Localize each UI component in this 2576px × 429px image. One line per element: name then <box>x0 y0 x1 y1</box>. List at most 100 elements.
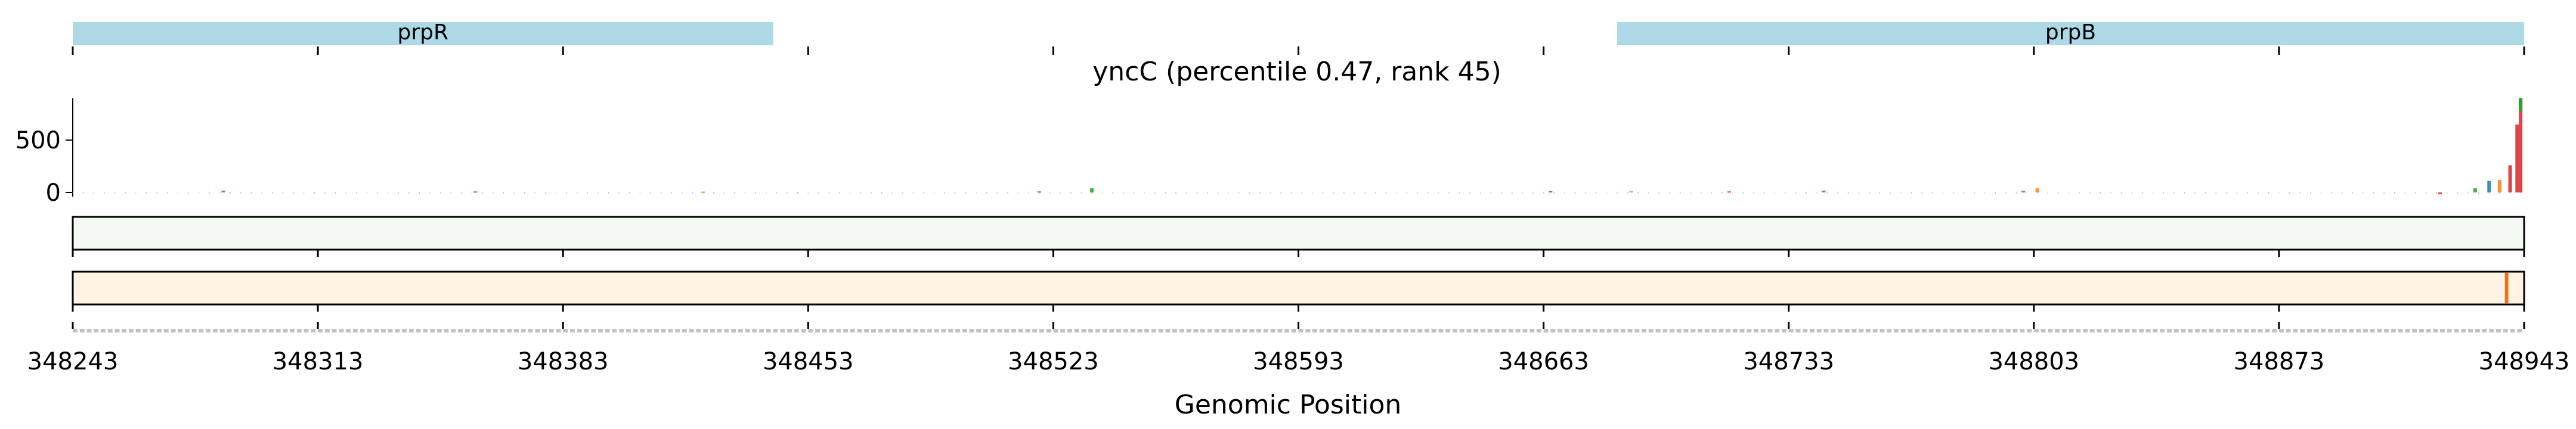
sequence-base-208 <box>801 329 806 332</box>
sequence-base-274 <box>1032 329 1038 332</box>
sequence-base-118 <box>485 329 491 332</box>
sequence-base-222 <box>850 329 855 332</box>
sequence-base-460 <box>1683 329 1689 332</box>
sequence-base-332 <box>1235 329 1240 332</box>
sequence-base-516 <box>1880 329 1885 332</box>
x-tick-label-7: 348733 <box>1743 348 1834 375</box>
sequence-base-394 <box>1452 329 1457 332</box>
sequence-base-302 <box>1130 329 1135 332</box>
sequence-base-230 <box>878 329 883 332</box>
signal-peak-15 <box>2508 165 2512 192</box>
sequence-base-438 <box>1606 329 1612 332</box>
sequence-base-694 <box>2503 329 2508 332</box>
sequence-base-486 <box>1775 329 1780 332</box>
sequence-base-612 <box>2216 329 2221 332</box>
sequence-base-582 <box>2111 329 2116 332</box>
sequence-base-502 <box>1831 329 1836 332</box>
sequence-base-440 <box>1614 329 1619 332</box>
sequence-base-178 <box>696 329 701 332</box>
sequence-base-110 <box>458 329 463 332</box>
sequence-base-682 <box>2461 329 2466 332</box>
sequence-base-200 <box>773 329 778 332</box>
sequence-base-354 <box>1312 329 1317 332</box>
sequence-base-400 <box>1473 329 1479 332</box>
sequence-base-14 <box>122 329 127 332</box>
sequence-base-562 <box>2041 329 2046 332</box>
sequence-base-224 <box>857 329 862 332</box>
sequence-base-198 <box>766 329 771 332</box>
sequence-base-654 <box>2363 329 2368 332</box>
sequence-base-258 <box>976 329 982 332</box>
signal-peak-11 <box>2438 192 2442 195</box>
sequence-base-218 <box>836 329 841 332</box>
sequence-base-668 <box>2412 329 2417 332</box>
sequence-base-326 <box>1214 329 1219 332</box>
sequence-base-156 <box>619 329 624 332</box>
sequence-base-454 <box>1662 329 1668 332</box>
sequence-base-196 <box>759 329 764 332</box>
sequence-base-656 <box>2370 329 2375 332</box>
sequence-base-10 <box>107 329 113 332</box>
sequence-base-98 <box>416 329 421 332</box>
sequence-base-20 <box>143 329 148 332</box>
sequence-base-66 <box>304 329 309 332</box>
sequence-base-688 <box>2482 329 2487 332</box>
sequence-base-596 <box>2160 329 2165 332</box>
sequence-base-328 <box>1221 329 1227 332</box>
sequence-base-616 <box>2230 329 2235 332</box>
x-tick-label-0: 348243 <box>27 348 119 375</box>
sequence-base-82 <box>360 329 365 332</box>
sequence-base-602 <box>2181 329 2186 332</box>
signal-track: 0 500 <box>16 98 2523 207</box>
sequence-base-340 <box>1263 329 1268 332</box>
x-tick-label-2: 348383 <box>518 348 609 375</box>
sequence-base-48 <box>240 329 246 332</box>
sequence-base-304 <box>1137 329 1143 332</box>
signal-peak-16 <box>2515 124 2519 192</box>
sequence-base-88 <box>380 329 386 332</box>
sequence-base-548 <box>1992 329 1997 332</box>
sequence-base-426 <box>1564 329 1569 332</box>
sequence-base-114 <box>472 329 477 332</box>
sequence-base-144 <box>577 329 582 332</box>
gene-bar-prpR <box>73 22 773 45</box>
x-tick-label-4: 348523 <box>1008 348 1099 375</box>
sequence-base-4 <box>86 329 92 332</box>
sequence-base-264 <box>997 329 1002 332</box>
sequence-base-310 <box>1158 329 1163 332</box>
x-axis-label: Genomic Position <box>1175 390 1402 420</box>
sequence-base-358 <box>1326 329 1332 332</box>
sequence-base-298 <box>1116 329 1122 332</box>
sequence-base-252 <box>955 329 960 332</box>
sequence-base-266 <box>1004 329 1010 332</box>
sequence-base-430 <box>1578 329 1584 332</box>
sequence-base-214 <box>822 329 827 332</box>
sequence-base-650 <box>2349 329 2354 332</box>
sequence-base-80 <box>352 329 358 332</box>
sequence-base-434 <box>1592 329 1597 332</box>
sequence-base-132 <box>535 329 540 332</box>
sequence-base-336 <box>1249 329 1255 332</box>
sequence-base-510 <box>1859 329 1864 332</box>
sequence-base-550 <box>1999 329 2004 332</box>
sequence-base-622 <box>2250 329 2256 332</box>
sequence-base-158 <box>626 329 631 332</box>
sequence-base-32 <box>184 329 190 332</box>
sequence-base-112 <box>465 329 470 332</box>
sequence-base-380 <box>1403 329 1408 332</box>
sequence-base-670 <box>2419 329 2424 332</box>
sequence-base-646 <box>2334 329 2340 332</box>
sequence-base-130 <box>528 329 533 332</box>
sequence-base-408 <box>1501 329 1507 332</box>
sequence-base-46 <box>234 329 239 332</box>
sequence-base-594 <box>2153 329 2158 332</box>
heat-track-1 <box>72 216 2525 257</box>
sequence-base-494 <box>1803 329 1808 332</box>
sequence-base-566 <box>2055 329 2060 332</box>
sequence-base-386 <box>1424 329 1429 332</box>
sequence-base-652 <box>2356 329 2361 332</box>
sequence-base-128 <box>521 329 526 332</box>
sequence-base-496 <box>1809 329 1815 332</box>
sequence-base-62 <box>290 329 295 332</box>
sequence-base-414 <box>1522 329 1528 332</box>
